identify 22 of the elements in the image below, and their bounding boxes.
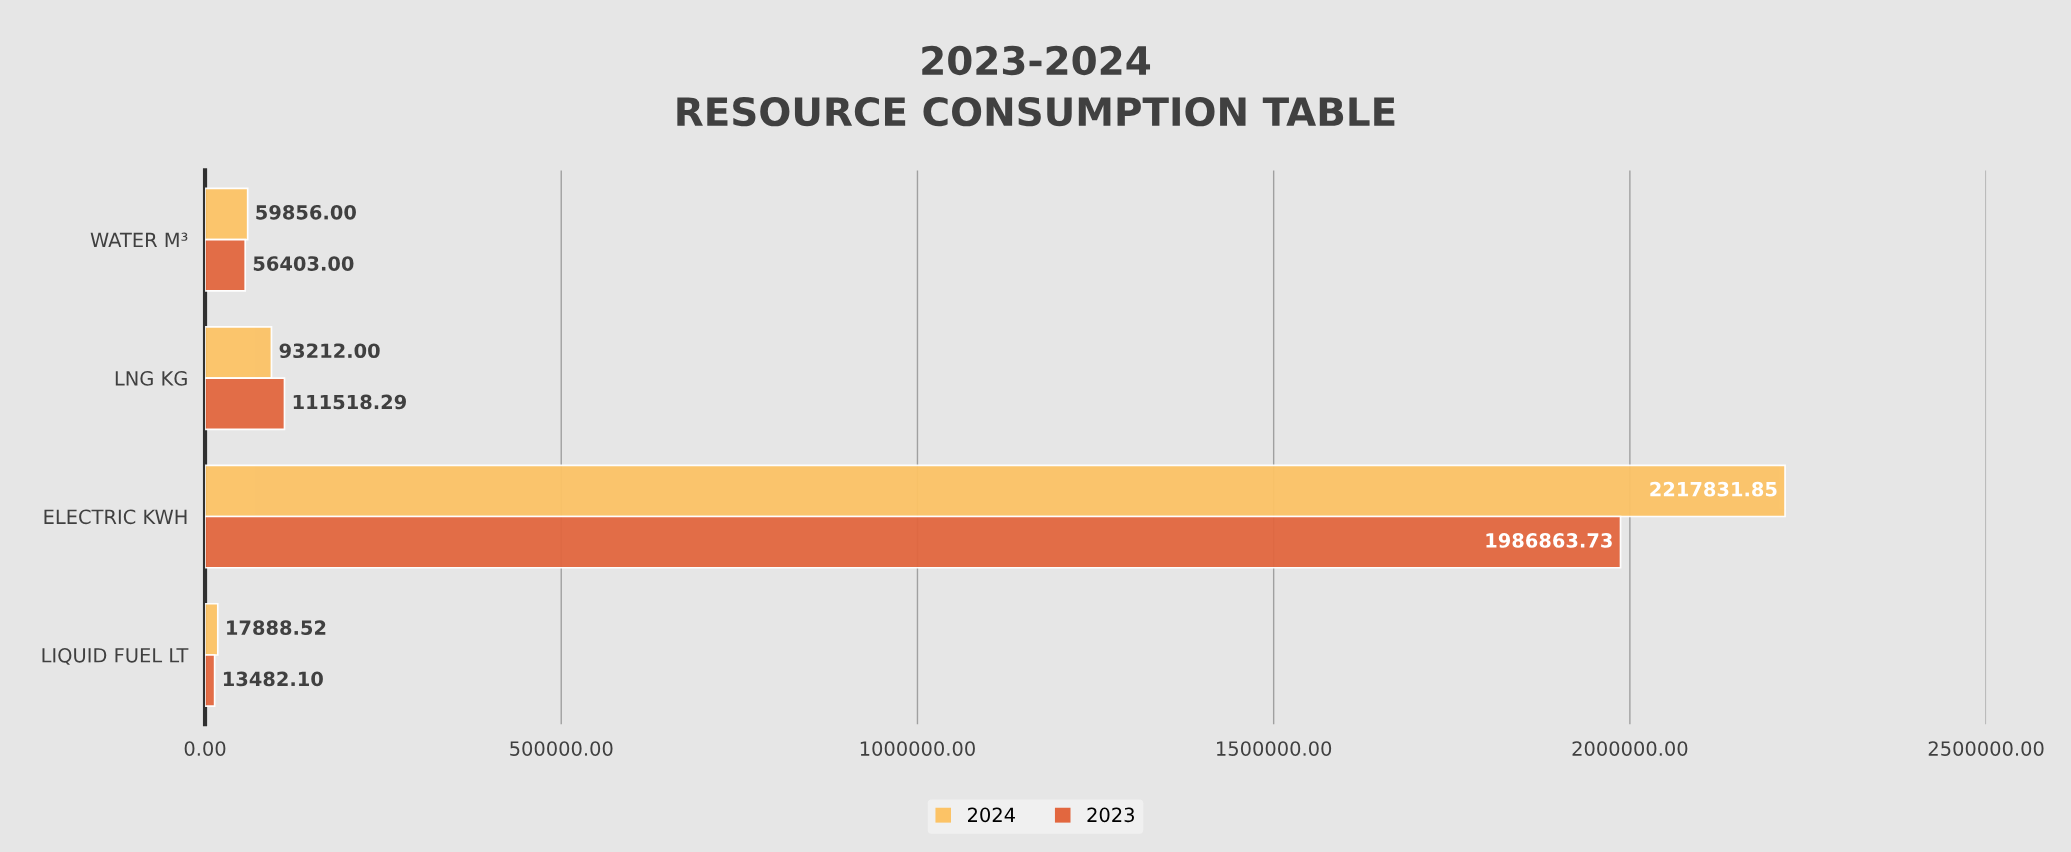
data-label: 17888.52	[227, 620, 326, 635]
data-label: 1986863.73	[1486, 533, 1612, 548]
data-label: 59856.00	[256, 204, 356, 220]
y-tick-label: LNG KG	[115, 371, 187, 386]
x-tick-label: 1000000.00	[860, 741, 975, 756]
data-label: 56403.00	[253, 256, 354, 271]
y-tick-label: LIQUID FUEL LT	[42, 647, 189, 665]
x-tick-label: 0.00	[184, 741, 226, 756]
x-tick-label: 2500000.00	[1928, 741, 2044, 756]
legend-label: 2023	[1087, 807, 1134, 823]
x-tick-label: 500000.00	[510, 741, 613, 756]
x-tick-label: 1500000.00	[1217, 741, 1332, 756]
y-tick-label: ELECTRIC KWH	[44, 509, 187, 525]
chart-title: 2023-2024	[922, 45, 1151, 76]
legend-label: 2024	[967, 807, 1015, 823]
data-label: 93212.00	[279, 343, 380, 359]
x-tick-label: 2000000.00	[1572, 741, 1688, 756]
chart-subtitle: RESOURCE CONSUMPTION TABLE	[677, 96, 1395, 127]
y-tick-label: WATER M³	[90, 232, 188, 248]
data-label: 111518.29	[293, 394, 406, 410]
data-label: 13482.10	[223, 671, 323, 687]
data-label: 2217831.85	[1650, 481, 1777, 497]
